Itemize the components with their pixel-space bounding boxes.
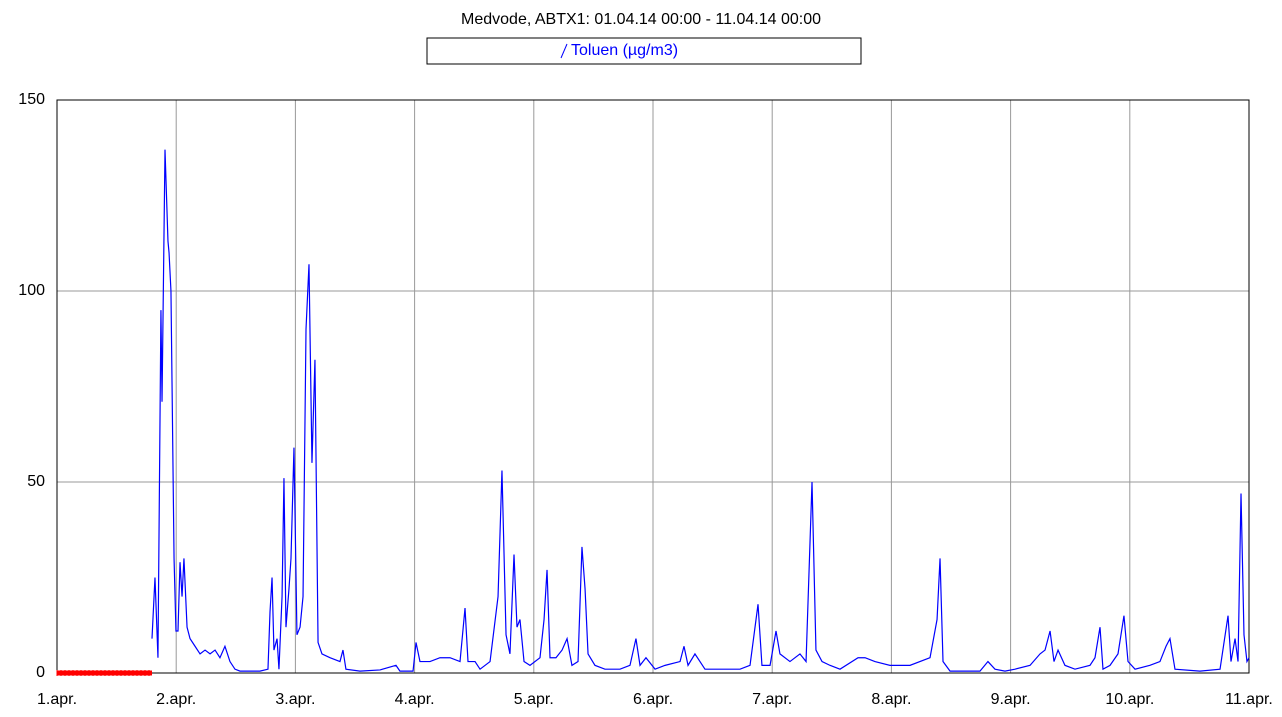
plot-frame bbox=[56, 99, 1250, 674]
x-tick-label: 3.apr. bbox=[275, 691, 315, 708]
x-tick-label: 11.apr. bbox=[1225, 691, 1273, 708]
x-tick-label: 5.apr. bbox=[514, 691, 554, 708]
y-tick-label: 50 bbox=[27, 473, 45, 490]
legend-box bbox=[426, 37, 862, 65]
x-tick-label: 4.apr. bbox=[395, 691, 435, 708]
data-line bbox=[151, 149, 1250, 672]
y-tick-label: 150 bbox=[18, 91, 45, 108]
legend-label: Toluen (µg/m3) bbox=[571, 42, 678, 59]
x-tick-label: 7.apr. bbox=[752, 691, 792, 708]
x-tick-label: 2.apr. bbox=[156, 691, 196, 708]
y-tick-label: 100 bbox=[18, 282, 45, 299]
x-tick-label: 1.apr. bbox=[37, 691, 77, 708]
x-tick-label: 8.apr. bbox=[871, 691, 911, 708]
x-tick-label: 10.apr. bbox=[1105, 691, 1154, 708]
x-tick-label: 6.apr. bbox=[633, 691, 673, 708]
chart-title: Medvode, ABTX1: 01.04.14 00:00 - 11.04.1… bbox=[461, 11, 821, 28]
x-tick-label: 9.apr. bbox=[991, 691, 1031, 708]
y-tick-label: 0 bbox=[36, 664, 45, 681]
legend-icon bbox=[560, 43, 568, 59]
